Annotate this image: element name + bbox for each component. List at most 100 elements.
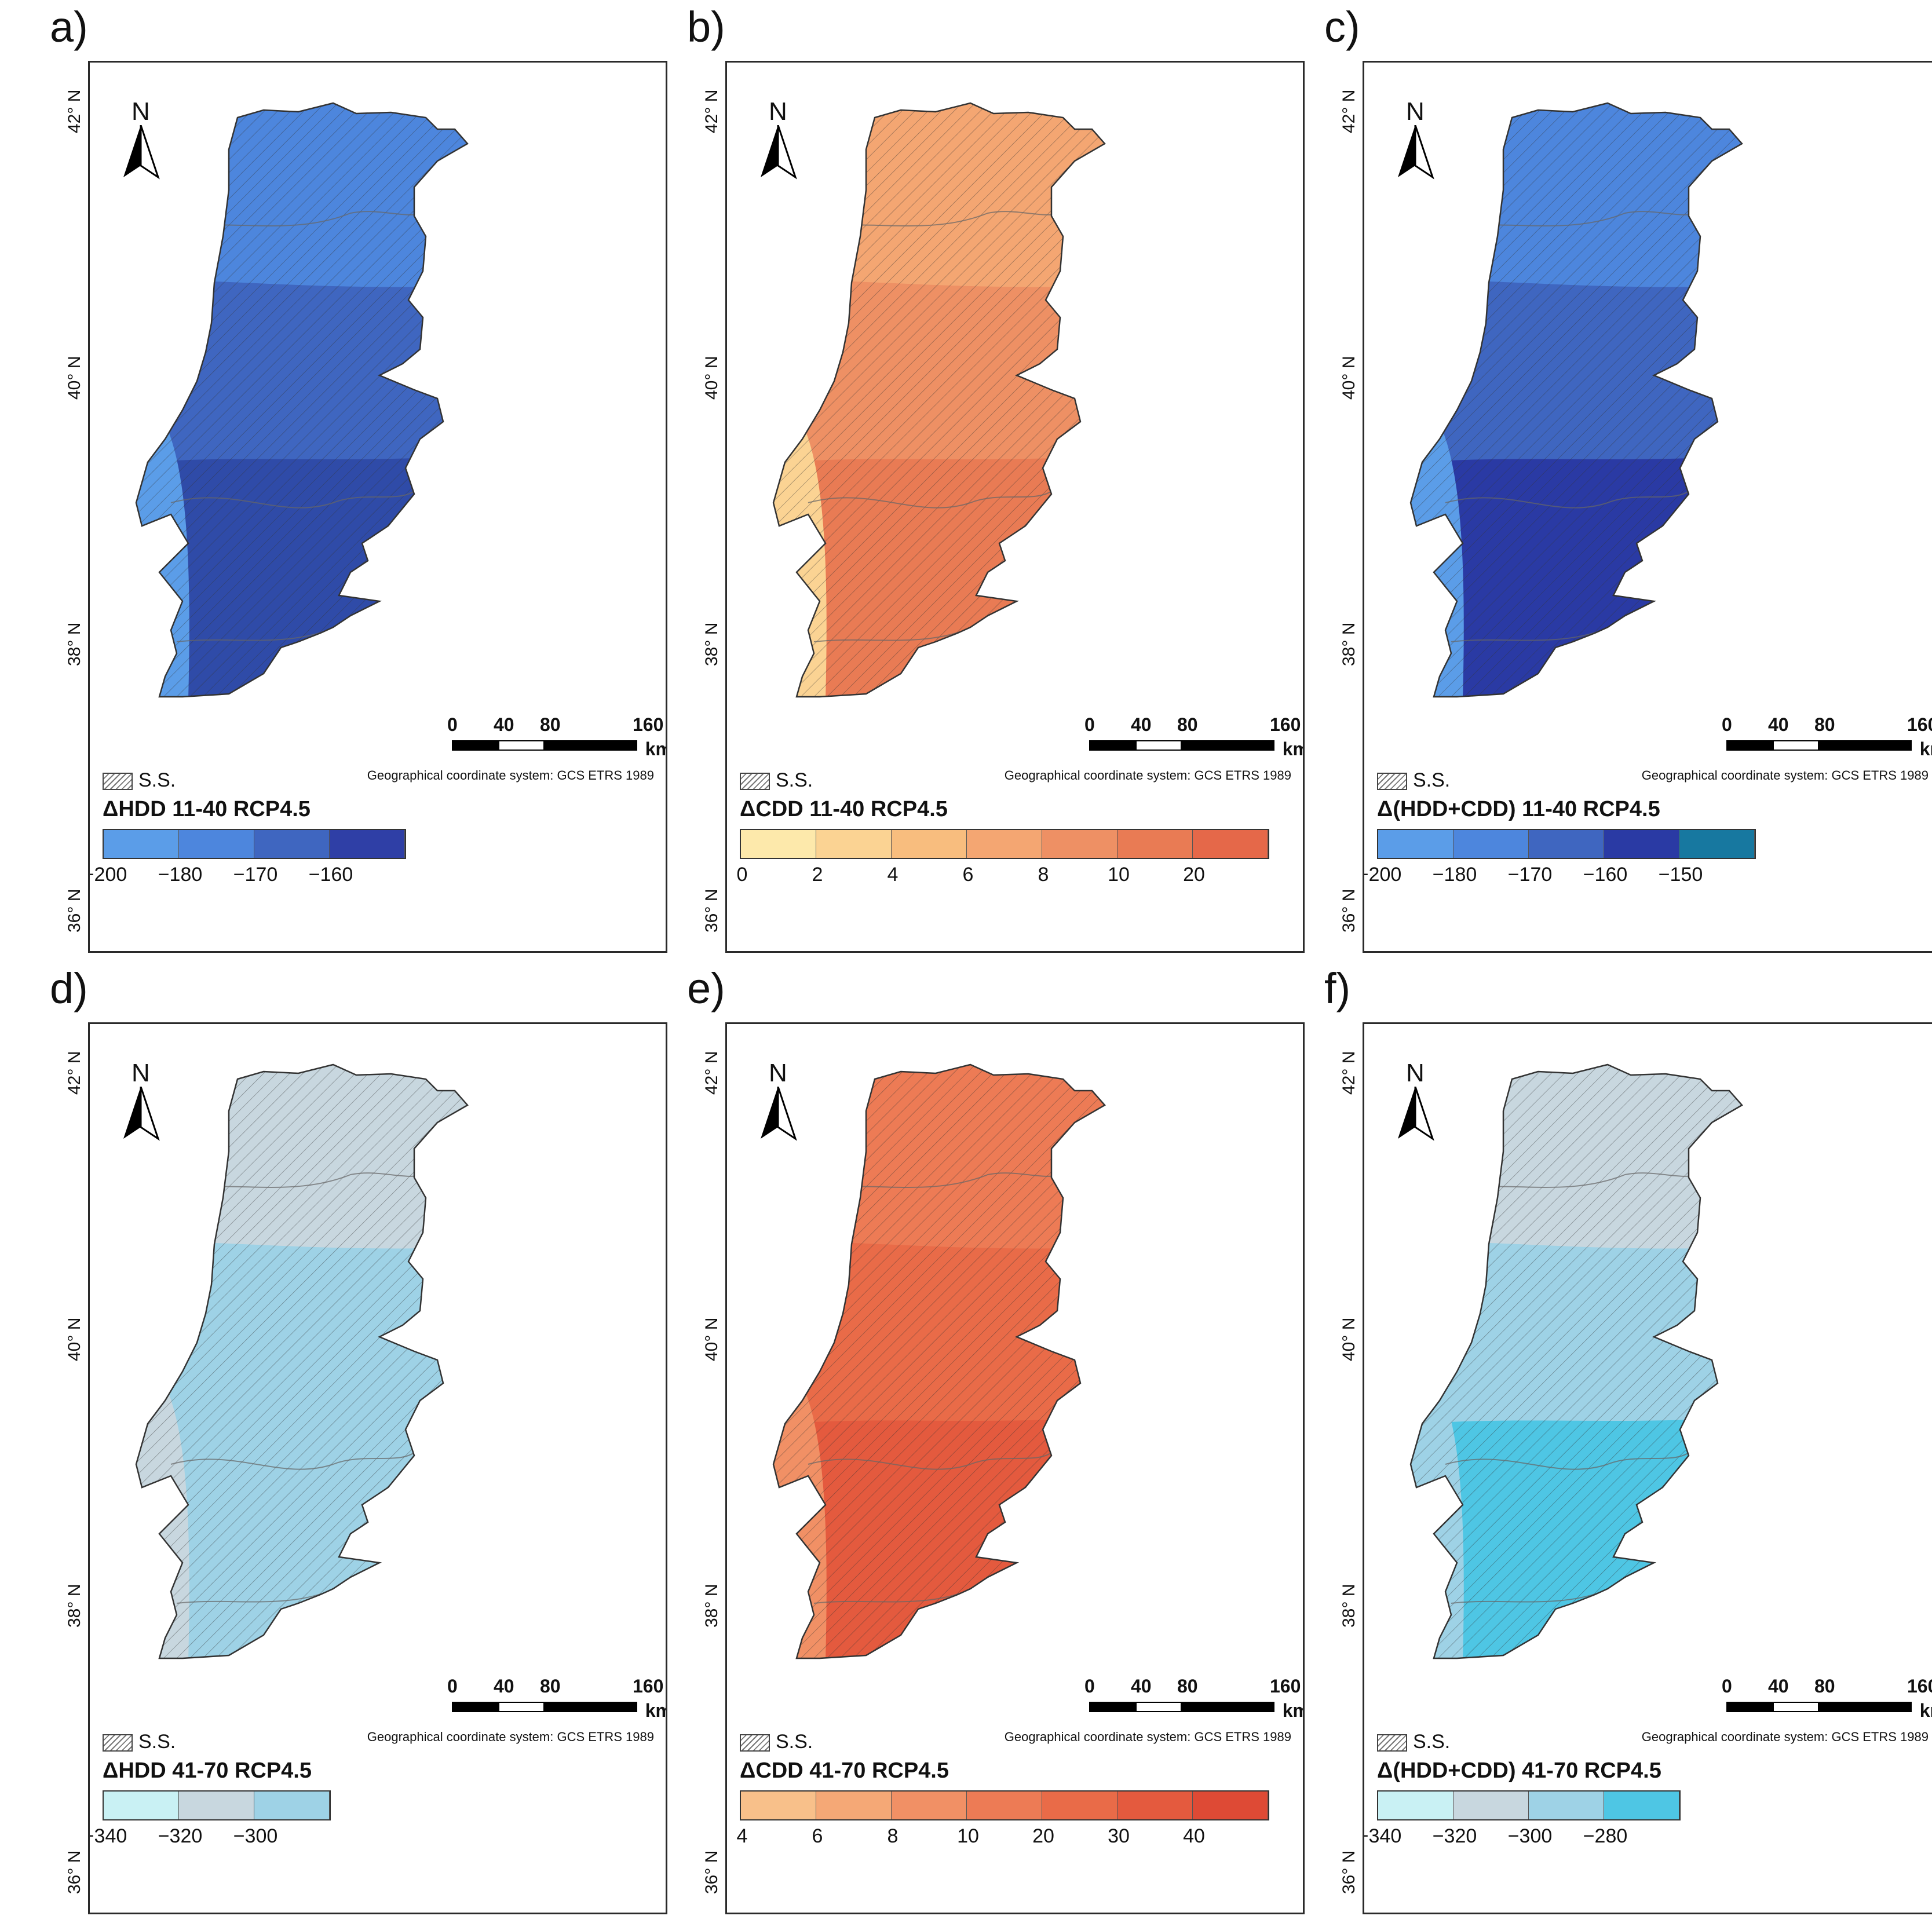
hatch-swatch bbox=[103, 773, 133, 791]
scale-segment bbox=[545, 740, 637, 751]
latitude-label: 42° N bbox=[65, 1051, 84, 1095]
scale-segment bbox=[1135, 740, 1182, 751]
latitude-label: 36° N bbox=[65, 1850, 84, 1894]
scale-label: 160 bbox=[1270, 1676, 1301, 1697]
legend-tick-label: 6 bbox=[962, 864, 974, 886]
latitude-label: 38° N bbox=[702, 622, 721, 666]
scale-unit: km bbox=[645, 739, 666, 759]
legend-swatch bbox=[1453, 1792, 1529, 1819]
legend-tick-label: −340 bbox=[1364, 1825, 1402, 1847]
country-outline bbox=[135, 1063, 469, 1659]
panel-label: f) bbox=[1324, 964, 1351, 1012]
scale-segment bbox=[545, 1702, 637, 1712]
legend-swatch bbox=[892, 830, 967, 858]
north-arrow-icon bbox=[123, 125, 160, 180]
scale-label: 0 bbox=[1084, 714, 1095, 735]
hatch-swatch bbox=[1377, 773, 1407, 791]
scale-bar: 0 40 80 160 km bbox=[1722, 1676, 1932, 1728]
latitude-label: 36° N bbox=[702, 1850, 721, 1894]
north-arrow: N bbox=[1398, 97, 1444, 180]
panel-label: e) bbox=[687, 964, 725, 1012]
scale-segment bbox=[498, 1702, 545, 1712]
legend-swatch bbox=[1378, 830, 1453, 858]
legend-swatch bbox=[741, 1792, 816, 1819]
legend-swatch bbox=[179, 830, 254, 858]
scale-unit: km bbox=[1919, 739, 1932, 759]
legend-tick-label: 20 bbox=[1032, 1825, 1054, 1847]
legend-swatch bbox=[1529, 1792, 1604, 1819]
coordinate-system-note: Geographical coordinate system: GCS ETRS… bbox=[1004, 768, 1291, 783]
legend-title: ΔHDD 11-40 RCP4.5 bbox=[103, 797, 311, 821]
legend-swatch bbox=[741, 830, 816, 858]
legend-tick-label: −180 bbox=[158, 864, 203, 886]
north-arrow: N bbox=[123, 1059, 170, 1141]
hatch-swatch bbox=[1377, 1734, 1407, 1752]
latitude-label: 40° N bbox=[65, 1317, 84, 1361]
scale-label: 0 bbox=[1722, 714, 1732, 735]
latitude-label: 42° N bbox=[1339, 89, 1358, 133]
legend-title: ΔCDD 41-70 RCP4.5 bbox=[740, 1759, 949, 1783]
scale-bar: 0 40 80 160 km bbox=[447, 1676, 666, 1728]
hatch-swatch bbox=[740, 773, 770, 791]
scale-segment bbox=[1773, 1702, 1819, 1712]
legend-swatch bbox=[104, 1792, 179, 1819]
coordinate-system-note: Geographical coordinate system: GCS ETRS… bbox=[1641, 1730, 1929, 1744]
legend-tick-label: −160 bbox=[1583, 864, 1628, 886]
legend-tick-label: −340 bbox=[90, 1825, 127, 1847]
country-outline bbox=[1409, 102, 1743, 698]
legend-swatch bbox=[1529, 830, 1604, 858]
north-arrow: N bbox=[1398, 1059, 1444, 1141]
scale-segment bbox=[1773, 740, 1819, 751]
legend-tick-label: 4 bbox=[736, 1825, 748, 1847]
legend-tick-label: −200 bbox=[90, 864, 127, 886]
scale-label: 80 bbox=[1177, 714, 1198, 735]
legend-tick-label: −170 bbox=[233, 864, 278, 886]
map-frame: N 0 40 80 160 km Geographical coordinate syste… bbox=[725, 1022, 1305, 1914]
scale-label: 160 bbox=[1270, 714, 1301, 735]
panel-label: b) bbox=[687, 3, 725, 51]
significance-label: S.S. bbox=[776, 769, 813, 791]
coordinate-system-note: Geographical coordinate system: GCS ETRS… bbox=[367, 768, 654, 783]
scale-label: 80 bbox=[1814, 1676, 1835, 1697]
scale-segment bbox=[1182, 1702, 1274, 1712]
scale-label: 0 bbox=[1084, 1676, 1095, 1697]
scale-segment bbox=[452, 1702, 498, 1712]
latitude-label: 40° N bbox=[702, 1317, 721, 1361]
map-panel-f: f)8° W6° W42° N40° N38° N36° NN04080160k… bbox=[1324, 964, 1932, 1914]
color-legend bbox=[103, 829, 406, 859]
significance-legend: S.S. bbox=[1377, 769, 1450, 792]
scale-label: 160 bbox=[1907, 1676, 1932, 1697]
scale-segment bbox=[1089, 740, 1135, 751]
legend-tick-label: 10 bbox=[1108, 864, 1130, 886]
latitude-label: 36° N bbox=[1339, 1850, 1358, 1894]
legend-tick-label: −320 bbox=[158, 1825, 203, 1847]
latitude-label: 38° N bbox=[1339, 1584, 1358, 1628]
portugal-map bbox=[772, 102, 1106, 698]
scale-segment bbox=[452, 740, 498, 751]
latitude-label: 42° N bbox=[702, 1051, 721, 1095]
scale-label: 40 bbox=[494, 714, 514, 735]
scale-label: 80 bbox=[540, 1676, 561, 1697]
latitude-label: 40° N bbox=[1339, 356, 1358, 400]
scale-segment bbox=[1135, 1702, 1182, 1712]
latitude-label: 40° N bbox=[1339, 1317, 1358, 1361]
legend-tick-label: −180 bbox=[1432, 864, 1477, 886]
scale-label: 40 bbox=[1768, 1676, 1789, 1697]
significance-label: S.S. bbox=[1413, 769, 1451, 791]
legend-tick-label: −300 bbox=[1507, 1825, 1553, 1847]
scale-segment bbox=[1819, 740, 1912, 751]
legend-tick-label: 2 bbox=[812, 864, 823, 886]
scale-label: 40 bbox=[494, 1676, 514, 1697]
legend-tick-label: 8 bbox=[887, 1825, 899, 1847]
portugal-map bbox=[135, 1063, 469, 1659]
scale-label: 0 bbox=[1722, 1676, 1732, 1697]
legend-swatch bbox=[1042, 830, 1117, 858]
significance-label: S.S. bbox=[776, 1731, 813, 1753]
panel-label: d) bbox=[50, 964, 88, 1012]
legend-swatch bbox=[1193, 1792, 1268, 1819]
legend-title: ΔHDD 41-70 RCP4.5 bbox=[103, 1759, 312, 1783]
coordinate-system-note: Geographical coordinate system: GCS ETRS… bbox=[1641, 768, 1929, 783]
north-arrow-icon bbox=[761, 125, 797, 180]
scale-bar: 0 40 80 160 km bbox=[1722, 714, 1932, 766]
north-arrow: N bbox=[761, 1059, 807, 1141]
